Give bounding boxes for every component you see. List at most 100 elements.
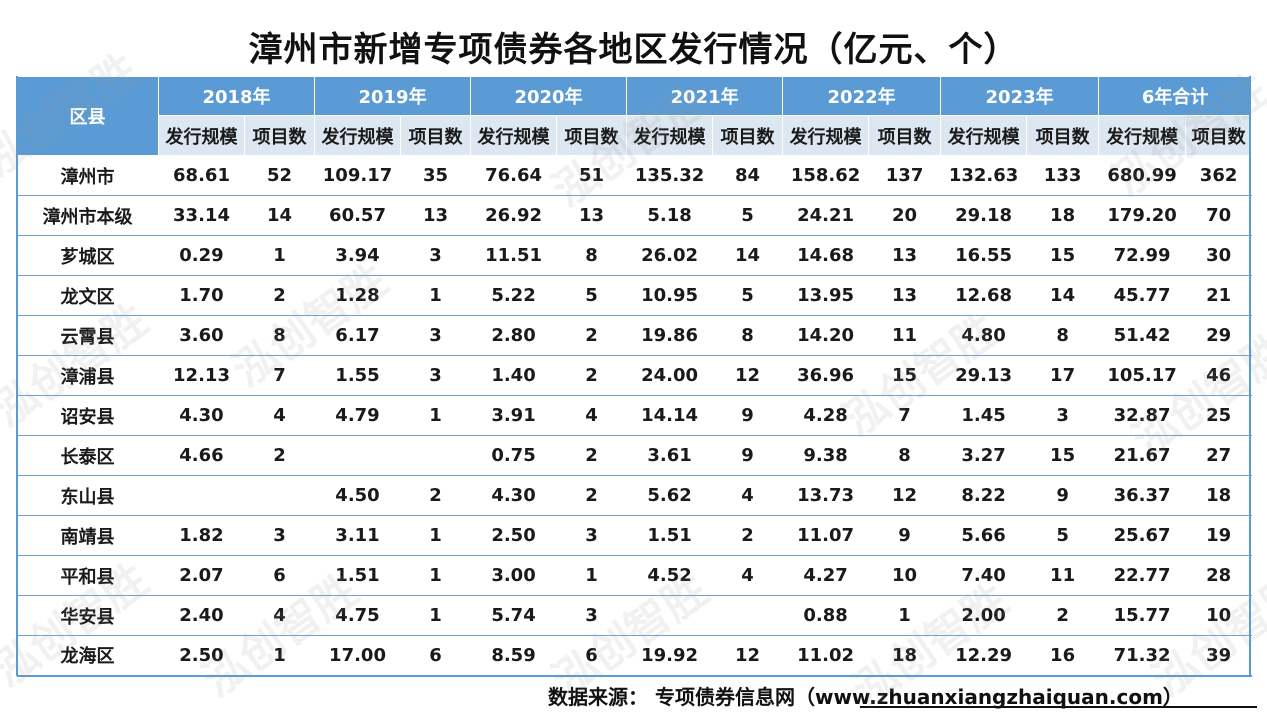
year-header: 2023年 [940,76,1100,116]
scale-header: 发行规模 [940,115,1028,156]
scale-cell: 0.88 [782,595,869,636]
table-row: 诏安县 4.30 4 4.79 1 3.91 4 14.14 9 4.28 7 1.45 3 32.87 2… [16,395,1252,436]
count-cell: 1 [244,235,315,276]
count-cell: 5 [556,275,627,316]
count-cell [400,435,471,476]
year-header: 2022年 [782,76,942,116]
count-cell: 4 [244,395,315,436]
year-header: 2018年 [157,76,316,116]
year-header: 2021年 [626,76,784,116]
count-cell: 1 [400,515,471,556]
table-left-border [16,76,18,676]
scale-cell: 0.29 [158,235,245,276]
count-cell: 2 [556,475,627,516]
scale-cell: 3.00 [470,555,557,596]
count-cell: 8 [712,315,783,356]
count-cell: 4 [712,475,783,516]
scale-cell: 3.91 [470,395,557,436]
scale-cell: 1.51 [314,555,401,596]
count-cell: 14 [712,235,783,276]
region-name-cell: 华安县 [16,595,159,636]
scale-cell: 26.02 [626,235,713,276]
scale-cell: 680.99 [1098,155,1186,196]
scale-cell: 14.68 [782,235,869,276]
scale-cell: 12.29 [940,635,1027,677]
count-cell: 133 [1026,155,1099,196]
scale-cell: 0.75 [470,435,557,476]
count-cell: 4 [244,595,315,636]
count-cell: 2 [556,315,627,356]
count-cell: 15 [868,355,941,396]
count-cell: 2 [244,435,315,476]
scale-cell: 4.28 [782,395,869,436]
scale-cell: 3.11 [314,515,401,556]
table-row: 漳州市本级 33.14 14 60.57 13 26.92 13 5.18 5 24.21 20 29… [16,195,1252,236]
count-cell: 2 [244,275,315,316]
scale-cell: 26.92 [470,195,557,236]
count-cell: 2 [1026,595,1099,636]
count-cell: 30 [1185,235,1252,276]
count-cell: 35 [400,155,471,196]
scale-cell: 72.99 [1098,235,1186,276]
scale-cell: 36.96 [782,355,869,396]
count-cell: 6 [556,635,627,677]
count-cell: 2 [400,475,471,516]
count-cell: 1 [400,555,471,596]
scale-cell: 11.51 [470,235,557,276]
scale-cell: 24.21 [782,195,869,236]
table-row: 龙海区 2.50 1 17.00 6 8.59 6 19.92 12 11.02 18 12.29 16… [16,635,1252,677]
count-cell: 11 [868,315,941,356]
scale-header: 发行规模 [470,115,558,156]
count-cell: 17 [1026,355,1099,396]
scale-cell: 2.50 [158,635,245,677]
scale-cell: 132.63 [940,155,1027,196]
table-row: 漳州市 68.61 52 109.17 35 76.64 51 135.32 84 158.62 1… [16,155,1252,196]
region-name-cell: 东山县 [16,475,159,516]
scale-cell: 4.80 [940,315,1027,356]
count-cell: 19 [1185,515,1252,556]
scale-cell: 14.20 [782,315,869,356]
scale-cell: 10.95 [626,275,713,316]
count-header: 项目数 [712,115,784,156]
scale-cell: 17.00 [314,635,401,677]
count-cell: 6 [400,635,471,677]
data-source-note: 数据来源： 专项债券信息网（www.zhuanxiangzhaiquan.com… [548,685,1183,709]
count-cell: 10 [868,555,941,596]
count-cell: 13 [868,275,941,316]
total-header: 6年合计 [1098,76,1253,116]
count-cell: 8 [1026,315,1099,356]
count-cell: 28 [1185,555,1252,596]
scale-cell: 36.37 [1098,475,1186,516]
count-cell: 21 [1185,275,1252,316]
count-cell: 8 [244,315,315,356]
scale-cell: 1.51 [626,515,713,556]
scale-cell: 25.67 [1098,515,1186,556]
count-cell: 27 [1185,435,1252,476]
count-cell: 46 [1185,355,1252,396]
scale-cell: 4.52 [626,555,713,596]
count-cell: 6 [244,555,315,596]
metric-header-row: 发行规模 项目数 发行规模 项目数 发行规模 项目数 发行规模 项目数 发行规模… [17,115,1253,156]
scale-cell: 4.79 [314,395,401,436]
scale-cell: 2.80 [470,315,557,356]
scale-cell: 3.94 [314,235,401,276]
scale-cell: 4.66 [158,435,245,476]
scale-cell: 45.77 [1098,275,1186,316]
source-link-underline [860,706,1257,708]
region-name-cell: 漳浦县 [16,355,159,396]
scale-header: 发行规模 [626,115,714,156]
table-row: 东山县 4.50 2 4.30 2 5.62 4 13.73 12 8.22 9 36.37 18 [16,475,1252,516]
region-name-cell: 龙文区 [16,275,159,316]
scale-cell [158,475,245,516]
count-cell: 3 [400,235,471,276]
count-cell: 18 [1026,195,1099,236]
scale-cell: 29.18 [940,195,1027,236]
count-cell: 1 [400,275,471,316]
region-name-cell: 平和县 [16,555,159,596]
scale-cell: 3.60 [158,315,245,356]
issuance-table: 区县 2018年 2019年 2020年 2021年 2022年 2023年 6… [16,76,1253,677]
scale-cell: 2.07 [158,555,245,596]
count-cell: 9 [1026,475,1099,516]
count-cell: 20 [868,195,941,236]
count-cell: 9 [868,515,941,556]
